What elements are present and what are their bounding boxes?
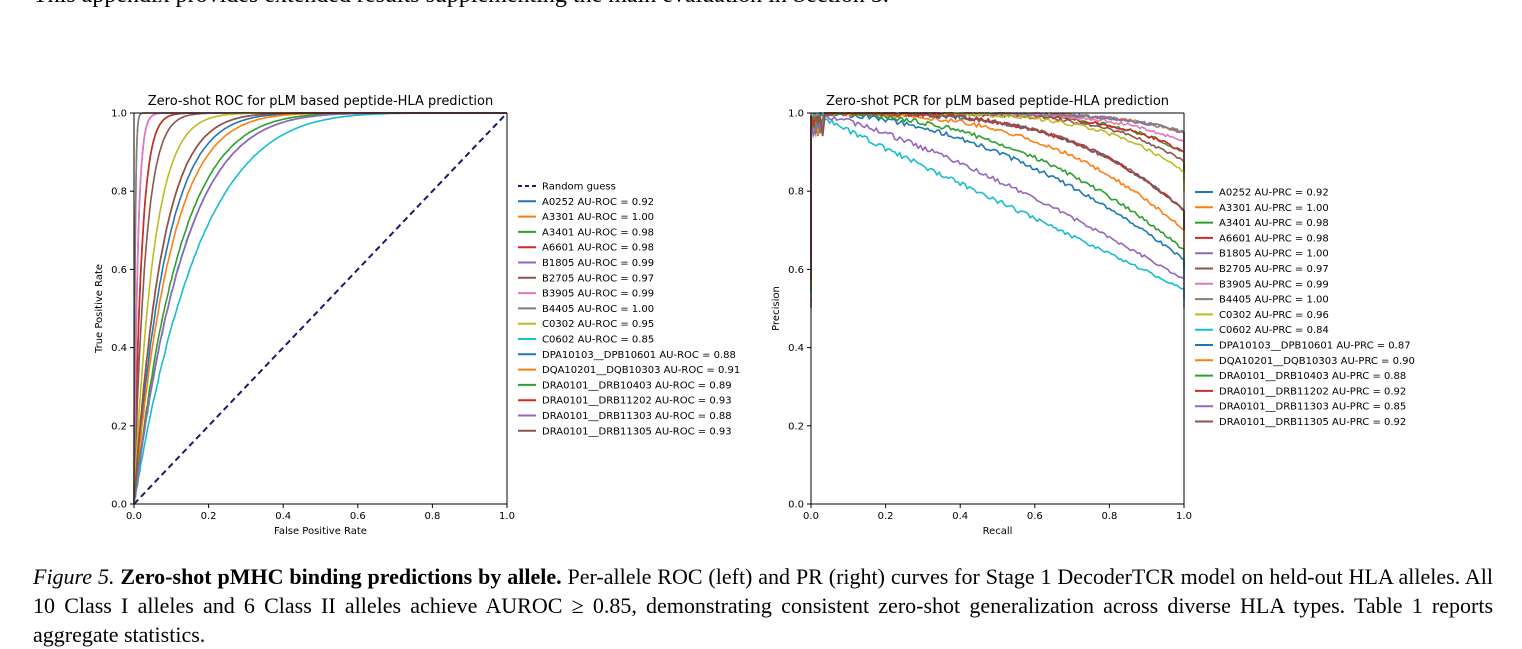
curves: [133, 112, 508, 505]
legend-label-a0252-au-roc-0-92: A0252 AU-ROC = 0.92: [542, 197, 654, 208]
x-tick-label: 0.8: [424, 511, 440, 522]
curves: [810, 112, 1185, 309]
legend-label-dpa10103-dpb10601-au-roc-0-88: DPA10103__DPB10601 AU-ROC = 0.88: [542, 350, 736, 361]
pr-chart: Zero-shot PCR for pLM based peptide-HLA …: [771, 94, 1415, 537]
chart-title: Zero-shot PCR for pLM based peptide-HLA …: [826, 94, 1169, 109]
legend-label-dra0101-drb11305-au-roc-0-93: DRA0101__DRB11305 AU-ROC = 0.93: [542, 426, 732, 437]
series-line-dpa10103-dpb10601-au-prc-0-87: [810, 112, 1185, 291]
figure-caption: Figure 5. Zero-shot pMHC binding predict…: [33, 562, 1493, 649]
figure-5: Zero-shot ROC for pLM based peptide-HLA …: [94, 94, 1415, 537]
y-tick-label: 0.8: [788, 187, 804, 198]
caption-body-line2: on held-out HLA alleles. All 10 Class I …: [33, 564, 1494, 618]
series-line-dqa10201-dqb10303-au-prc-0-90: [810, 112, 1185, 287]
y-tick-label: 0.6: [788, 265, 804, 276]
legend-label-c0302-au-prc-0-96: C0302 AU-PRC = 0.96: [1219, 310, 1329, 321]
x-tick-label: 0.0: [126, 511, 142, 522]
legend-label-a6601-au-prc-0-98: A6601 AU-PRC = 0.98: [1219, 233, 1329, 244]
legend-label-dra0101-drb11202-au-prc-0-92: DRA0101__DRB11202 AU-PRC = 0.92: [1219, 386, 1406, 397]
y-axis-label: Precision: [771, 286, 782, 331]
x-axis-label: False Positive Rate: [274, 526, 367, 537]
legend-label-b1805-au-roc-0-99: B1805 AU-ROC = 0.99: [542, 258, 654, 269]
legend-label-a3301-au-roc-1-00: A3301 AU-ROC = 1.00: [542, 212, 654, 223]
series-line-c0602-au-prc-0-84: [810, 118, 1185, 309]
x-tick-label: 0.8: [1101, 511, 1117, 522]
y-tick-label: 0.0: [788, 500, 804, 511]
x-tick-label: 0.2: [878, 511, 894, 522]
series-line-a3401-au-prc-0-98: [810, 112, 1185, 202]
y-tick-label: 0.8: [111, 187, 127, 198]
y-tick-label: 1.0: [788, 109, 804, 120]
y-tick-label: 0.4: [111, 343, 127, 354]
baseline-line: [133, 112, 508, 505]
x-tick-label: 0.6: [350, 511, 366, 522]
legend-label-a3301-au-prc-1-00: A3301 AU-PRC = 1.00: [1219, 203, 1329, 214]
legend-label-dra0101-drb11305-au-prc-0-92: DRA0101__DRB11305 AU-PRC = 0.92: [1219, 417, 1406, 428]
legend-label-a3401-au-roc-0-98: A3401 AU-ROC = 0.98: [542, 227, 654, 238]
legend-label-b1805-au-prc-1-00: B1805 AU-PRC = 1.00: [1219, 249, 1329, 260]
legend-label-b4405-au-roc-1-00: B4405 AU-ROC = 1.00: [542, 304, 654, 315]
y-tick-label: 1.0: [111, 109, 127, 120]
y-tick-label: 0.2: [111, 421, 127, 432]
x-tick-label: 0.2: [201, 511, 217, 522]
y-axis-label: True Positive Rate: [94, 264, 105, 354]
series-line-dra0101-drb10403-au-prc-0-88: [810, 112, 1185, 284]
series-line-b2705-au-prc-0-97: [810, 112, 1185, 309]
legend-label-b3905-au-prc-0-99: B3905 AU-PRC = 0.99: [1219, 279, 1329, 290]
x-tick-label: 0.4: [952, 511, 968, 522]
legend: Random guess A0252 AU-ROC = 0.92 A3301 AU-…: [518, 182, 740, 437]
y-tick-label: 0.0: [111, 500, 127, 511]
legend-label-dra0101-drb10403-au-roc-0-89: DRA0101__DRB10403 AU-ROC = 0.89: [542, 380, 732, 391]
y-tick-label: 0.2: [788, 421, 804, 432]
legend-label-b3905-au-roc-0-99: B3905 AU-ROC = 0.99: [542, 289, 654, 300]
series-line-c0302-au-prc-0-96: [810, 112, 1185, 298]
chart-title: Zero-shot ROC for pLM based peptide-HLA …: [148, 94, 493, 109]
legend-label-c0602-au-roc-0-85: C0602 AU-ROC = 0.85: [542, 335, 654, 346]
legend-label-random-guess: Random guess: [542, 182, 616, 193]
roc-chart: Zero-shot ROC for pLM based peptide-HLA …: [94, 94, 740, 537]
legend-label-dra0101-drb10403-au-prc-0-88: DRA0101__DRB10403 AU-PRC = 0.88: [1219, 371, 1406, 382]
legend: A0252 AU-PRC = 0.92 A3301 AU-PRC = 1.00 A3…: [1195, 188, 1415, 428]
legend-label-a6601-au-roc-0-98: A6601 AU-ROC = 0.98: [542, 243, 654, 254]
series-line-dra0101-drb11303-au-prc-0-85: [810, 115, 1185, 299]
legend-label-dra0101-drb11303-au-prc-0-85: DRA0101__DRB11303 AU-PRC = 0.85: [1219, 402, 1406, 413]
legend-label-dqa10201-dqb10303-au-prc-0-90: DQA10201__DQB10303 AU-PRC = 0.90: [1219, 356, 1415, 367]
series-line-a3301-au-prc-1-00: [810, 112, 1185, 206]
legend-label-a3401-au-prc-0-98: A3401 AU-PRC = 0.98: [1219, 218, 1329, 229]
legend-label-dpa10103-dpb10601-au-prc-0-87: DPA10103__DPB10601 AU-PRC = 0.87: [1219, 341, 1411, 352]
legend-label-c0302-au-roc-0-95: C0302 AU-ROC = 0.95: [542, 319, 654, 330]
legend-label-dra0101-drb11202-au-roc-0-93: DRA0101__DRB11202 AU-ROC = 0.93: [542, 396, 732, 407]
caption-title: Zero-shot pMHC binding predictions by al…: [120, 564, 562, 589]
x-tick-label: 1.0: [499, 511, 515, 522]
legend-label-b2705-au-roc-0-97: B2705 AU-ROC = 0.97: [542, 273, 654, 284]
caption-body-line1: Per-allele ROC (left) and PR (right) cur…: [567, 564, 1236, 589]
caption-label: Figure 5.: [33, 564, 115, 589]
x-tick-label: 0.6: [1027, 511, 1043, 522]
legend-label-b4405-au-prc-1-00: B4405 AU-PRC = 1.00: [1219, 295, 1329, 306]
x-axis-label: Recall: [983, 526, 1013, 537]
x-tick-label: 0.0: [803, 511, 819, 522]
intro-text: This appendix provides extended results …: [33, 0, 889, 9]
x-tick-label: 0.4: [275, 511, 291, 522]
legend-label-b2705-au-prc-0-97: B2705 AU-PRC = 0.97: [1219, 264, 1329, 275]
legend-label-a0252-au-prc-0-92: A0252 AU-PRC = 0.92: [1219, 188, 1329, 199]
legend-label-c0602-au-prc-0-84: C0602 AU-PRC = 0.84: [1219, 325, 1329, 336]
legend-label-dqa10201-dqb10303-au-roc-0-91: DQA10201__DQB10303 AU-ROC = 0.91: [542, 365, 740, 376]
y-tick-label: 0.6: [111, 265, 127, 276]
y-tick-label: 0.4: [788, 343, 804, 354]
legend-label-dra0101-drb11303-au-roc-0-88: DRA0101__DRB11303 AU-ROC = 0.88: [542, 411, 732, 422]
x-tick-label: 1.0: [1176, 511, 1192, 522]
